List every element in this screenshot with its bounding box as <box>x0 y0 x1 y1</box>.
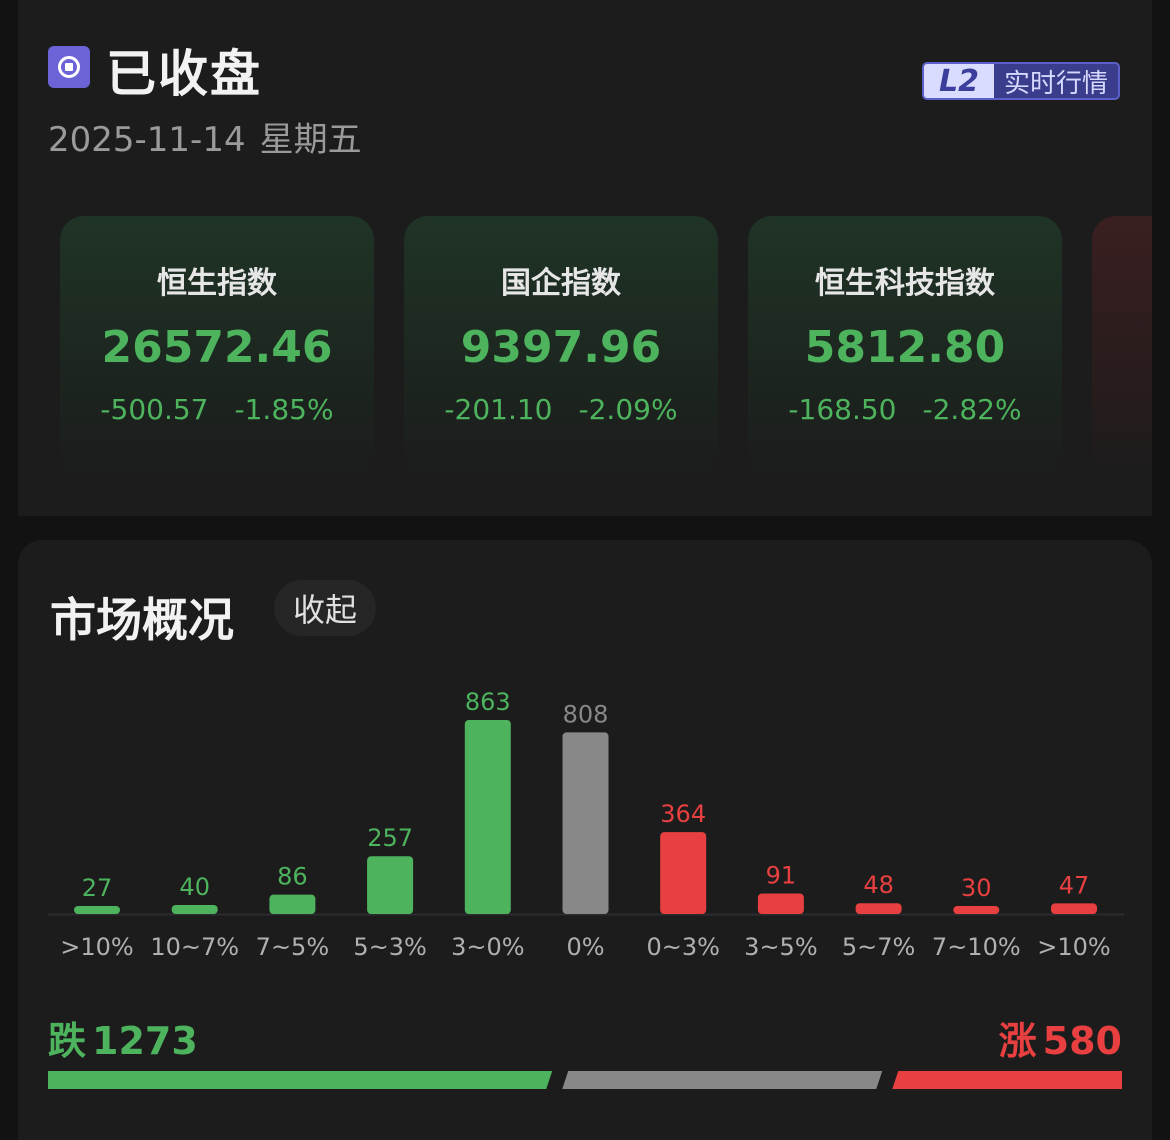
category-label: 7~5% <box>256 933 329 961</box>
bar-5 <box>562 732 609 914</box>
index-card-hsi[interactable]: 恒生指数 26572.46 -500.57 -1.85% <box>60 216 374 478</box>
bar-0 <box>74 906 120 914</box>
bar-value-label: 47 <box>1059 871 1090 899</box>
index-change: -168.50 <box>788 393 897 426</box>
l2-mark: L2 <box>924 64 994 98</box>
market-overview-panel: 市场概况 收起 27 >10% 40 10~7% 86 7~5% 257 5~3% 863 3~0… <box>18 540 1152 1140</box>
fall-label: 跌 <box>48 1019 87 1063</box>
weekday-text: 星期五 <box>259 120 362 160</box>
category-label: >10% <box>1037 933 1110 961</box>
category-label: 5~3% <box>353 933 426 961</box>
bar-8 <box>855 903 902 914</box>
bar-value-label: 863 <box>465 688 511 716</box>
rise-fall-ratio-bar <box>48 1071 1122 1089</box>
index-change: -500.57 <box>100 393 209 426</box>
rise-label: 涨 <box>998 1019 1037 1063</box>
index-change-pct: -1.85% <box>234 393 334 426</box>
index-changes: -201.10 -2.09% <box>404 393 718 426</box>
category-label: 5~7% <box>842 933 915 961</box>
bar-1 <box>171 905 218 914</box>
market-closed-icon <box>48 46 90 88</box>
index-card-hscei[interactable]: 国企指数 9397.96 -201.10 -2.09% <box>404 216 718 478</box>
category-label: 0% <box>566 933 604 961</box>
index-value: 9397.96 <box>460 322 662 373</box>
bar-9 <box>953 906 1000 914</box>
index-name: 恒生指数 <box>157 266 277 301</box>
bar-value-label: 48 <box>863 871 894 899</box>
index-changes: -500.57 -1.85% <box>60 393 374 426</box>
ratio-segment-down <box>48 1071 553 1089</box>
bar-7 <box>757 893 804 914</box>
bar-value-label: 40 <box>179 873 210 901</box>
bar-value-label: 27 <box>82 874 113 902</box>
l2-badge-text: 实时行情 <box>1003 68 1108 99</box>
category-label: 10~7% <box>150 933 239 961</box>
fall-total: 跌 1273 <box>48 1010 198 1065</box>
market-status-title: 已收盘 <box>106 45 262 103</box>
bar-3 <box>367 856 414 914</box>
bar-value-label: 30 <box>961 874 992 902</box>
ratio-segment-up <box>892 1071 1122 1089</box>
bar-6 <box>660 832 707 914</box>
date-text: 2025-11-14 <box>48 120 246 160</box>
bar-10 <box>1051 903 1097 914</box>
bar-value-label: 86 <box>277 863 308 891</box>
rise-total: 涨 580 <box>999 1010 1122 1065</box>
category-label: 3~0% <box>451 933 524 961</box>
category-label: >10% <box>60 933 133 961</box>
index-changes: -168.50 -2.82% <box>748 393 1062 426</box>
category-label: 3~5% <box>744 933 817 961</box>
index-name: 国企指数 <box>501 266 621 301</box>
trading-date: 2025-11-14 星期五 <box>48 112 362 161</box>
bar-4 <box>464 720 511 914</box>
collapse-button[interactable]: 收起 <box>274 580 376 636</box>
category-label: 0~3% <box>646 933 719 961</box>
rise-fall-distribution-chart: 27 >10% 40 10~7% 86 7~5% 257 5~3% 863 3~0% 808 0% 36… <box>48 688 1124 961</box>
index-change: -201.10 <box>444 393 553 426</box>
bar-2 <box>269 894 316 914</box>
index-name: 恒生科技指数 <box>815 266 995 301</box>
bar-value-label: 364 <box>660 800 706 828</box>
fall-count: 1273 <box>92 1019 198 1063</box>
l2-realtime-badge[interactable]: L2 实时行情 <box>922 62 1120 100</box>
index-value: 26572.46 <box>101 322 333 373</box>
ratio-segment-flat <box>562 1071 883 1089</box>
bar-value-label: 91 <box>766 862 797 890</box>
market-overview-title: 市场概况 <box>50 593 234 647</box>
index-change-pct: -2.82% <box>922 393 1022 426</box>
bar-value-label: 257 <box>367 824 413 852</box>
rise-count: 580 <box>1042 1019 1122 1063</box>
index-value: 5812.80 <box>804 322 1006 373</box>
index-change-pct: -2.09% <box>578 393 678 426</box>
bar-value-label: 808 <box>563 700 609 728</box>
category-label: 7~10% <box>932 933 1021 961</box>
index-card-partial[interactable] <box>1092 216 1152 478</box>
index-card-hstech[interactable]: 恒生科技指数 5812.80 -168.50 -2.82% <box>748 216 1062 478</box>
